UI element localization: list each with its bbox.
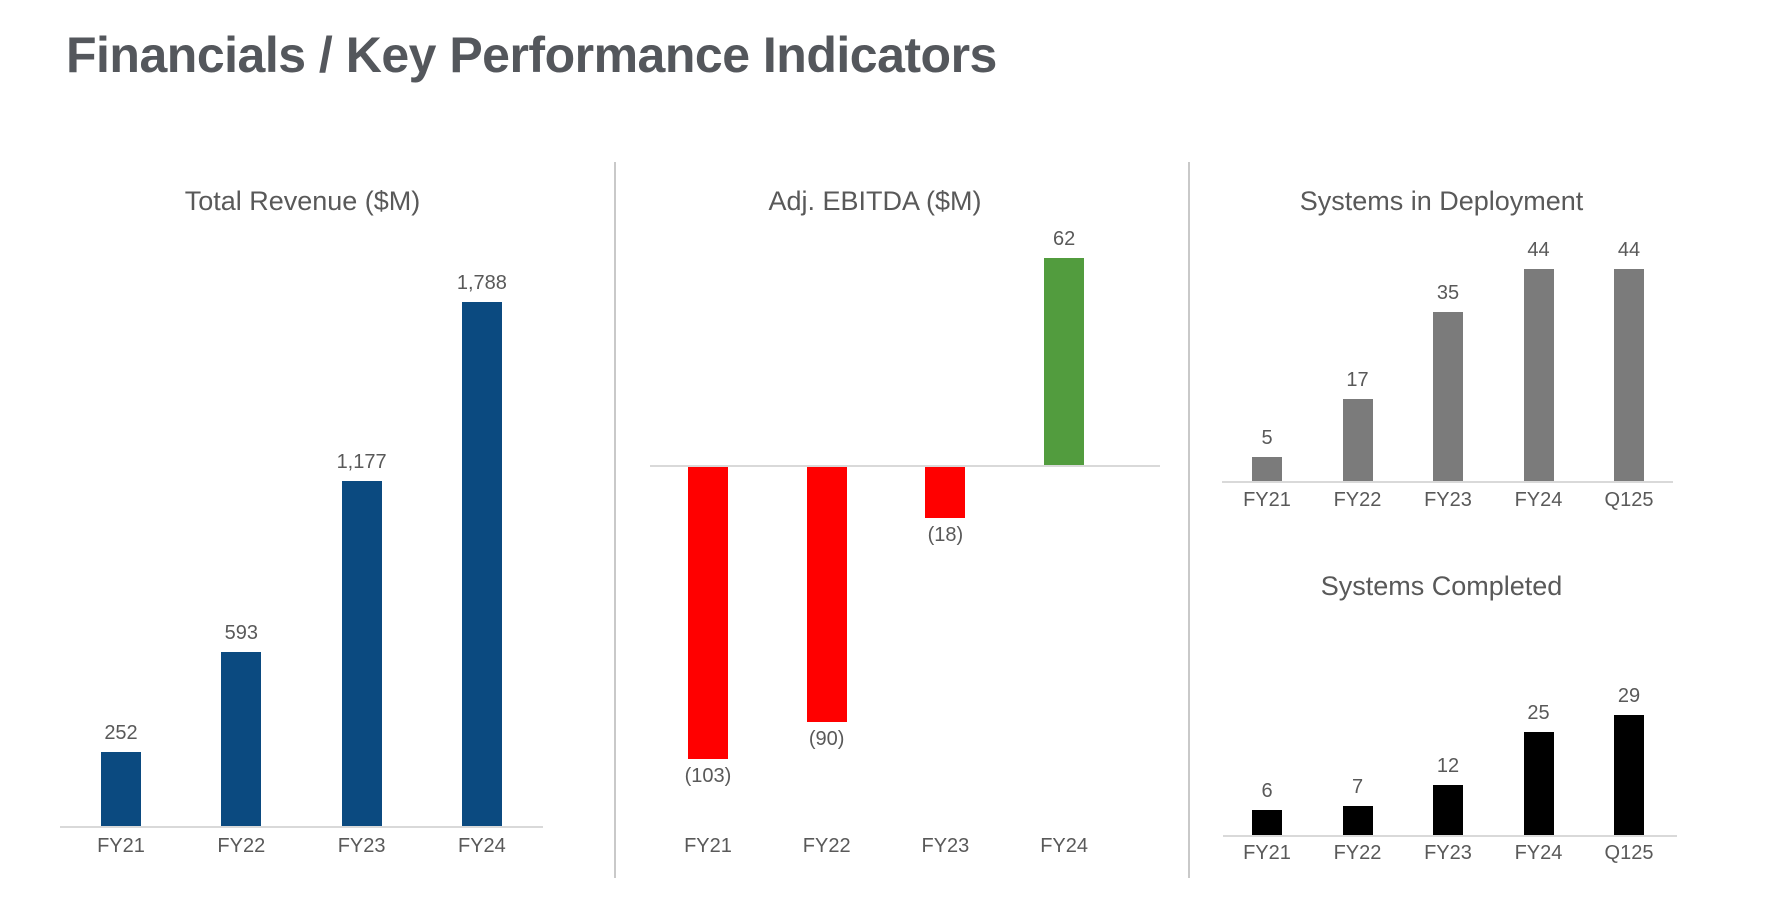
chart-title-systems-completed: Systems Completed — [1320, 571, 1563, 601]
deployment-bar-fy24 — [1523, 269, 1554, 481]
completed-category-fy22: FY22 — [1333, 842, 1382, 864]
deployment-category-fy22: FY22 — [1333, 489, 1382, 511]
revenue-category-fy22: FY22 — [217, 835, 266, 857]
divider-right — [1188, 162, 1190, 878]
completed-bar-q125 — [1614, 715, 1644, 835]
revenue-axis-line — [60, 826, 543, 828]
deployment-bar-fy23 — [1433, 312, 1463, 481]
divider-left — [614, 162, 616, 878]
deployment-bar-fy22 — [1342, 399, 1373, 481]
ebitda-value-label-fy22: (90) — [808, 728, 845, 750]
ebitda-category-fy24: FY24 — [1040, 835, 1088, 857]
ebitda-value-label-fy24: 62 — [1052, 228, 1076, 250]
revenue-category-fy21: FY21 — [97, 835, 145, 857]
deployment-category-fy21: FY21 — [1243, 489, 1291, 511]
completed-bar-fy21 — [1252, 810, 1282, 835]
deployment-bar-fy21 — [1252, 457, 1282, 481]
ebitda-value-label-fy23: (18) — [927, 524, 964, 546]
deployment-value-label-fy22: 17 — [1346, 369, 1369, 391]
revenue-value-label-fy24: 1,788 — [456, 272, 507, 294]
completed-category-fy23: FY23 — [1424, 842, 1472, 864]
completed-value-label-fy24: 25 — [1527, 702, 1550, 724]
revenue-bar-fy21 — [101, 752, 141, 826]
ebitda-category-fy23: FY23 — [921, 835, 970, 857]
chart-adj-ebitda: Adj. EBITDA ($M) (103) FY21 (90) FY22 (18) FY… — [635, 150, 1175, 899]
completed-category-fy24: FY24 — [1514, 842, 1563, 864]
deployment-axis-line — [1222, 481, 1673, 483]
chart-total-revenue: Total Revenue ($M) 252 FY21 593 FY22 1,177 FY… — [55, 150, 550, 899]
ebitda-bar-fy21 — [688, 467, 728, 759]
deployment-value-label-fy23: 35 — [1436, 282, 1460, 304]
revenue-category-fy23: FY23 — [337, 835, 386, 857]
revenue-bar-fy22 — [221, 652, 262, 826]
completed-value-label-fy21: 6 — [1261, 780, 1273, 802]
completed-bar-fy23 — [1433, 785, 1463, 835]
ebitda-bar-fy23 — [925, 467, 966, 518]
completed-category-q125: Q125 — [1604, 842, 1654, 864]
ebitda-value-label-fy21: (103) — [684, 765, 732, 787]
ebitda-category-fy22: FY22 — [802, 835, 851, 857]
revenue-value-label-fy22: 593 — [224, 622, 258, 644]
chart-title-systems-in-deployment: Systems in Deployment — [1299, 186, 1584, 216]
completed-bar-fy24 — [1523, 732, 1554, 835]
revenue-bar-fy23 — [341, 481, 382, 826]
revenue-bar-fy24 — [461, 302, 502, 826]
deployment-value-label-fy21: 5 — [1261, 427, 1273, 449]
deployment-category-fy24: FY24 — [1514, 489, 1563, 511]
chart-systems-completed: Systems Completed 6 FY21 7 FY22 12 FY23 25 FY24… — [1200, 505, 1683, 899]
deployment-category-q125: Q125 — [1604, 489, 1654, 511]
deployment-bar-q125 — [1614, 269, 1644, 481]
chart-title-adj-ebitda: Adj. EBITDA ($M) — [768, 186, 982, 216]
completed-axis-line — [1223, 835, 1677, 837]
ebitda-category-fy21: FY21 — [684, 835, 732, 857]
revenue-value-label-fy21: 252 — [104, 722, 138, 744]
completed-category-fy21: FY21 — [1243, 842, 1291, 864]
revenue-category-fy24: FY24 — [457, 835, 506, 857]
chart-title-total-revenue: Total Revenue ($M) — [184, 186, 421, 216]
deployment-value-label-q125: 44 — [1617, 239, 1641, 261]
completed-value-label-fy22: 7 — [1351, 776, 1364, 798]
deployment-value-label-fy24: 44 — [1527, 239, 1550, 261]
chart-systems-in-deployment: Systems in Deployment 5 FY21 17 FY22 35 FY23 4… — [1200, 150, 1683, 511]
deployment-category-fy23: FY23 — [1424, 489, 1472, 511]
completed-bar-fy22 — [1342, 806, 1373, 835]
page-title: Financials / Key Performance Indicators — [66, 27, 997, 83]
completed-value-label-fy23: 12 — [1436, 755, 1460, 777]
revenue-value-label-fy23: 1,177 — [336, 451, 387, 473]
ebitda-axis-line — [650, 465, 1160, 467]
ebitda-bar-fy22 — [806, 467, 847, 722]
ebitda-bar-fy24 — [1044, 258, 1085, 465]
completed-value-label-q125: 29 — [1617, 685, 1641, 707]
